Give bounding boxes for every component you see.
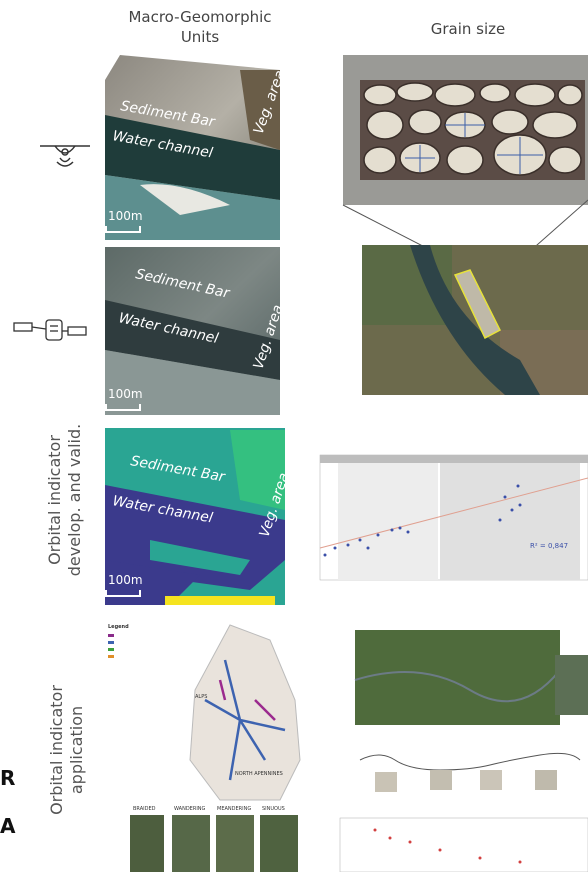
strip-label: WANDERING: [174, 806, 206, 812]
grain-image: [343, 55, 588, 205]
drone-icon: [40, 146, 90, 166]
scale-label: 100m: [108, 209, 143, 223]
river-strips: BRAIDED WANDERING MEANDERING SINUOUS: [130, 806, 298, 872]
scatter-annotation: R² = 0,847: [530, 542, 568, 550]
figure: Macro-Geomorphic Units Grain size Sedime…: [0, 0, 588, 872]
strip-label: BRAIDED: [133, 806, 156, 812]
header-left-2: Units: [181, 28, 220, 46]
satellite-site: [362, 245, 588, 395]
scale-label: 100m: [108, 387, 143, 401]
satellite-icon: [14, 320, 86, 340]
row-label: application: [67, 706, 86, 794]
strip-label: SINUOUS: [262, 806, 285, 812]
scale-label: 100m: [108, 573, 143, 587]
map-legend-title: Legend: [108, 624, 129, 630]
map-region: ALPS: [195, 694, 207, 700]
map-region: NORTH APENNINES: [235, 771, 283, 777]
header-right: Grain size: [431, 20, 506, 38]
row-label: Orbital indicator: [47, 685, 66, 815]
region-map: Legend ALPS NORTH APENNINES: [105, 620, 300, 800]
edge-text: R: [0, 766, 15, 790]
strip-label: MEANDERING: [217, 806, 251, 812]
header-left-1: Macro-Geomorphic: [128, 8, 271, 26]
application-panels: [340, 630, 588, 872]
row-label: Orbital indicator: [45, 435, 64, 565]
row-label: develop. and valid.: [65, 424, 84, 576]
scatter-plot: R² = 0,847: [320, 455, 588, 580]
edge-text: A: [0, 814, 16, 838]
